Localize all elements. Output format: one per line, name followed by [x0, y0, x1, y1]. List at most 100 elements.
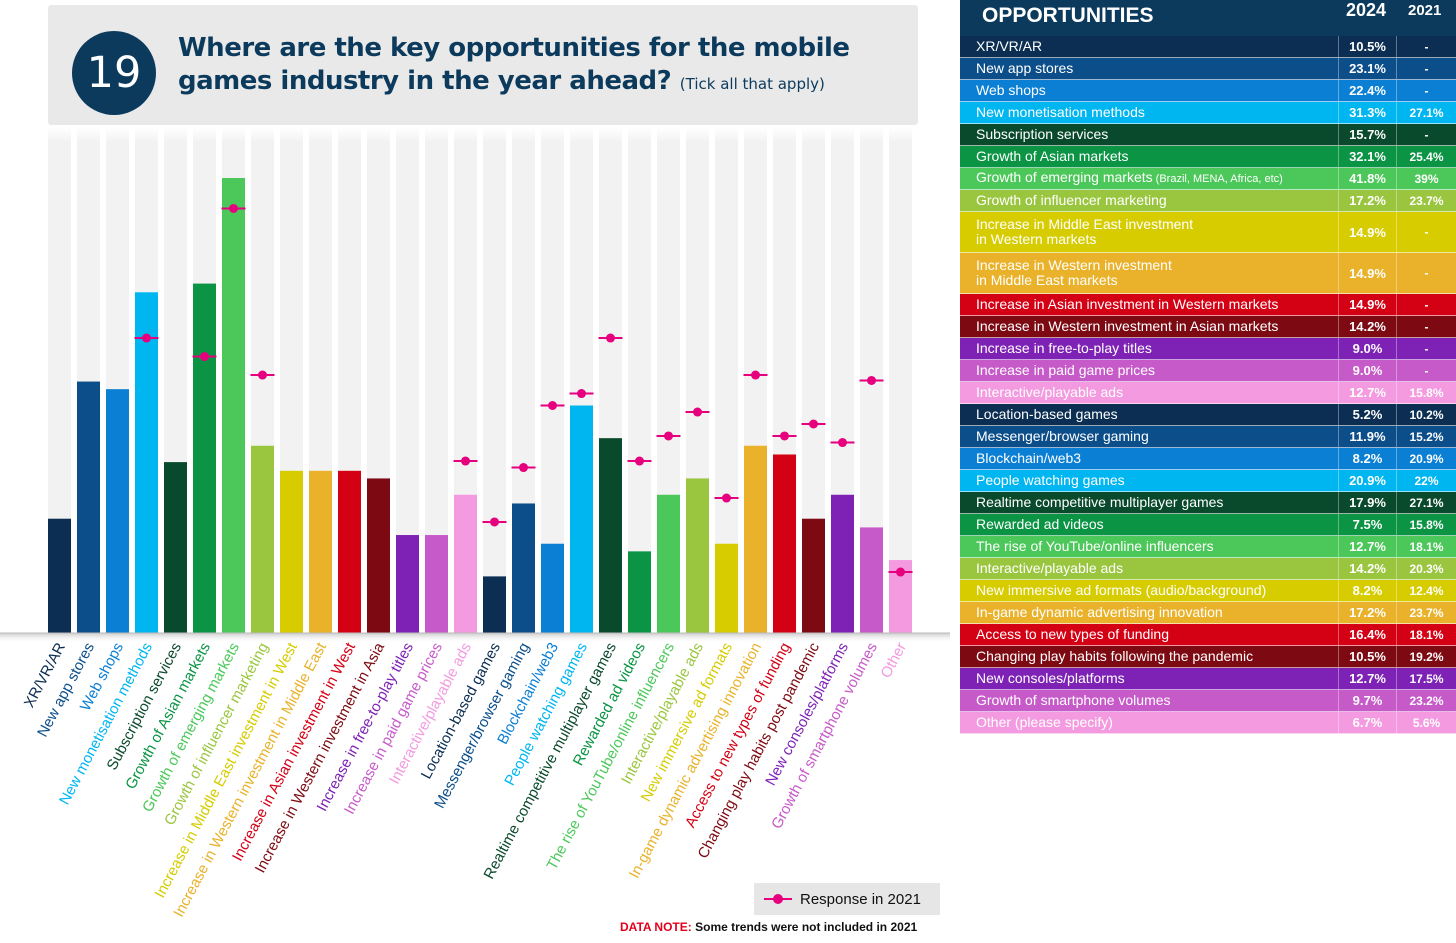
bar: [773, 454, 796, 633]
bar: [280, 470, 303, 633]
table-row: Messenger/browser gaming 11.9% 15.2%: [960, 426, 1456, 448]
row-value-2024: 10.5%: [1338, 646, 1396, 667]
bar: [541, 543, 564, 633]
row-value-2021: 27.1%: [1396, 102, 1456, 123]
row-label: People watching games: [960, 473, 1338, 488]
row-value-2024: 14.2%: [1338, 316, 1396, 337]
row-label-text: Messenger/browser gaming: [976, 428, 1149, 444]
table-row: Increase in Western investment in Middle …: [960, 253, 1456, 294]
row-label-text: New immersive ad formats (audio/backgrou…: [976, 582, 1267, 598]
row-label-text: Rewarded ad videos: [976, 516, 1104, 532]
bar: [48, 518, 71, 633]
row-value-2021: 23.7%: [1396, 602, 1456, 623]
marker-2021-dot: [635, 456, 644, 466]
row-label-text: Increase in Asian investment in Western …: [976, 296, 1279, 312]
row-value-2024: 8.2%: [1338, 448, 1396, 469]
row-value-2021: -: [1396, 338, 1456, 359]
row-value-2021: -: [1396, 124, 1456, 145]
row-value-2024: 12.7%: [1338, 382, 1396, 403]
bar: [164, 462, 187, 633]
table-row: XR/VR/AR 10.5% -: [960, 36, 1456, 58]
marker-2021-dot: [664, 431, 673, 441]
row-value-2021: 5.6%: [1396, 712, 1456, 733]
row-value-2024: 31.3%: [1338, 102, 1396, 123]
row-value-2024: 7.5%: [1338, 514, 1396, 535]
marker-2021-dot: [490, 517, 499, 527]
row-value-2024: 17.9%: [1338, 492, 1396, 513]
row-label-text: Location-based games: [976, 406, 1118, 422]
row-label: Web shops: [960, 83, 1338, 98]
table-row: Blockchain/web3 8.2% 20.9%: [960, 448, 1456, 470]
row-label: Interactive/playable ads: [960, 385, 1338, 400]
table-row: Interactive/playable ads 12.7% 15.8%: [960, 382, 1456, 404]
row-label: Increase in Western investment in Asian …: [960, 319, 1338, 334]
bar: [396, 535, 419, 633]
background-column: [483, 128, 506, 633]
row-label-text: Web shops: [976, 82, 1046, 98]
marker-2021-dot: [461, 456, 470, 466]
row-value-2021: -: [1396, 212, 1456, 252]
table-row: New monetisation methods 31.3% 27.1%: [960, 102, 1456, 124]
bar: [570, 405, 593, 633]
bar: [309, 470, 332, 633]
row-label-note: (Brazil, MENA, Africa, etc): [1152, 173, 1283, 185]
row-label-text: New monetisation methods: [976, 104, 1145, 120]
row-label: Growth of Asian markets: [960, 149, 1338, 164]
table-row: Changing play habits following the pande…: [960, 646, 1456, 668]
row-label-text: Realtime competitive multiplayer games: [976, 494, 1224, 510]
row-label-text: Growth of influencer marketing: [976, 192, 1167, 208]
row-value-2021: 17.5%: [1396, 668, 1456, 689]
bar: [251, 445, 274, 633]
question-header: 19 Where are the key opportunities for t…: [48, 5, 918, 125]
row-label: Increase in free-to-play titles: [960, 341, 1338, 356]
table-row: Subscription services 15.7% -: [960, 124, 1456, 146]
table-row: The rise of YouTube/online influencers 12…: [960, 536, 1456, 558]
row-label-text: New consoles/platforms: [976, 670, 1125, 686]
row-value-2024: 16.4%: [1338, 624, 1396, 645]
background-column: [425, 128, 448, 633]
row-value-2021: 10.2%: [1396, 404, 1456, 425]
background-column: [541, 128, 564, 633]
row-value-2021: 20.3%: [1396, 558, 1456, 579]
background-column: [802, 128, 825, 633]
row-value-2024: 14.9%: [1338, 253, 1396, 293]
row-label: New consoles/platforms: [960, 671, 1338, 686]
bar: [744, 445, 767, 633]
row-label: Messenger/browser gaming: [960, 429, 1338, 444]
row-label: Rewarded ad videos: [960, 517, 1338, 532]
row-value-2021: 12.4%: [1396, 580, 1456, 601]
row-value-2024: 9.0%: [1338, 360, 1396, 381]
row-label-text: Growth of emerging markets: [976, 169, 1153, 185]
bar: [425, 535, 448, 633]
row-label-line2: in Western markets: [976, 231, 1097, 247]
row-value-2024: 11.9%: [1338, 426, 1396, 447]
marker-2021-dot: [548, 401, 557, 410]
data-note-text: Some trends were not included in 2021: [695, 920, 918, 934]
row-value-2024: 12.7%: [1338, 668, 1396, 689]
bar: [715, 543, 738, 633]
table-row: Rewarded ad videos 7.5% 15.8%: [960, 514, 1456, 536]
row-label: New immersive ad formats (audio/backgrou…: [960, 583, 1338, 598]
row-value-2024: 17.2%: [1338, 190, 1396, 211]
marker-2021-dot: [780, 431, 789, 441]
baseline-shadow: [0, 633, 950, 643]
x-tick-label: Other: [877, 640, 910, 681]
question-instruction: (Tick all that apply): [679, 75, 825, 93]
table-row: Increase in Middle East investment in Wes…: [960, 212, 1456, 253]
table-row: Increase in paid game prices 9.0% -: [960, 360, 1456, 382]
row-value-2024: 12.7%: [1338, 536, 1396, 557]
table-row: Interactive/playable ads 14.2% 20.3%: [960, 558, 1456, 580]
background-column: [48, 128, 71, 633]
table-row: In-game dynamic advertising innovation 17…: [960, 602, 1456, 624]
table-row: Location-based games 5.2% 10.2%: [960, 404, 1456, 426]
bar: [889, 560, 912, 633]
question-title-line2: games industry in the year ahead?: [178, 66, 672, 96]
row-value-2021: -: [1396, 294, 1456, 315]
row-label-text: In-game dynamic advertising innovation: [976, 604, 1223, 620]
row-label-text: Growth of smartphone volumes: [976, 692, 1171, 708]
marker-2021-dot: [809, 419, 818, 429]
row-label-text: Increase in Western investment in Asian …: [976, 318, 1279, 334]
row-value-2024: 14.9%: [1338, 294, 1396, 315]
row-label: Changing play habits following the pande…: [960, 649, 1338, 664]
bar: [657, 494, 680, 633]
